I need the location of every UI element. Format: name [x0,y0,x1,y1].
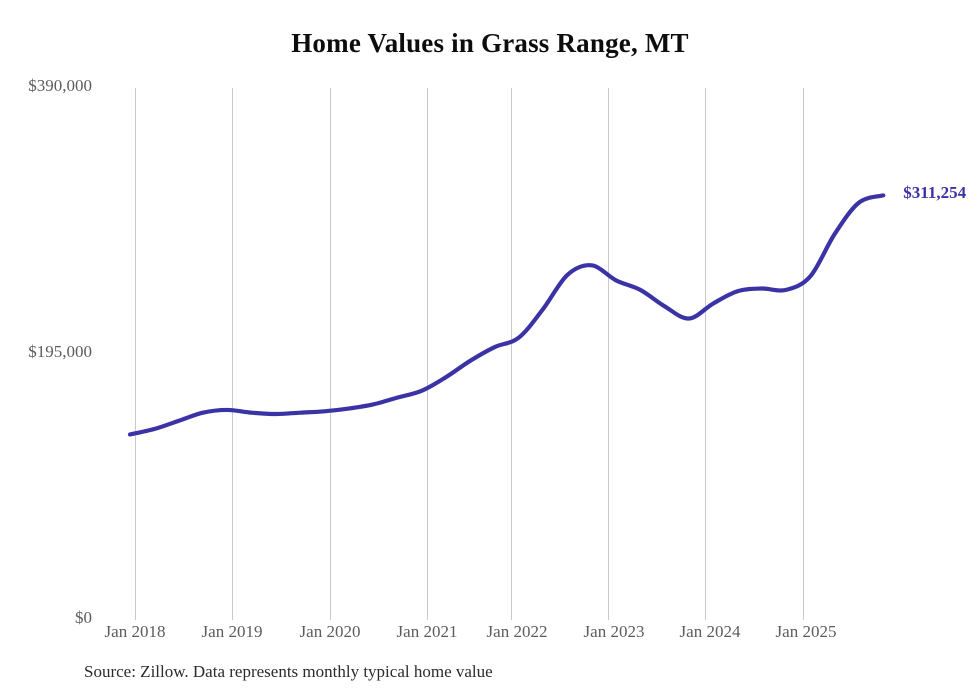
x-tick-label-jan-2023: Jan 2023 [583,622,645,641]
x-tick-label-jan-2022: Jan 2022 [486,622,548,641]
chart-title: Home Values in Grass Range, MT [291,28,689,58]
x-tick-label-jan-2021: Jan 2021 [396,622,458,641]
x-tick-label-jan-2025: Jan 2025 [775,622,837,641]
gridline-jan-2024 [705,88,706,620]
y-tick-label-mid: $195,000 [28,342,92,361]
y-tick-label-top: $390,000 [28,76,92,95]
x-tick-label-jan-2024: Jan 2024 [679,622,741,641]
y-axis: $390,000 $195,000 $0 [0,0,92,699]
gridline-jan-2022 [511,88,512,620]
x-tick-label-jan-2019: Jan 2019 [201,622,263,641]
gridline-jan-2018 [135,88,136,620]
gridline-jan-2025 [803,88,804,620]
x-tick-label-jan-2020: Jan 2020 [299,622,361,641]
source-note: Source: Zillow. Data represents monthly … [84,662,493,681]
gridline-jan-2019 [232,88,233,620]
gridline-jan-2020 [330,88,331,620]
gridline-jan-2023 [608,88,609,620]
end-value-label: $311,254 [903,183,967,203]
y-tick-label-bottom: $0 [75,608,92,627]
x-tick-label-jan-2018: Jan 2018 [104,622,166,641]
gridline-jan-2021 [427,88,428,620]
plot-area [100,88,870,620]
